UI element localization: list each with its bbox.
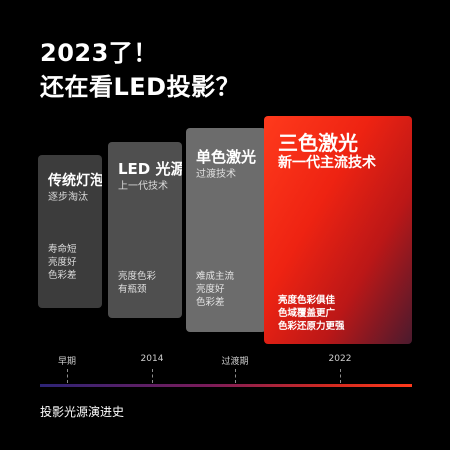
card-features: 寿命短 亮度好 色彩差 <box>48 243 77 282</box>
card-title: LED 光源 <box>118 160 182 178</box>
card-title: 传统灯泡 <box>48 173 102 189</box>
card-traditional-bulb: 传统灯泡 逐步淘汰 寿命短 亮度好 色彩差 <box>38 155 102 308</box>
timeline-label-transition: 过渡期 <box>221 357 249 367</box>
card-single-color-laser: 单色激光 过渡技术 难成主流 亮度好 色彩差 <box>186 128 266 332</box>
card-feature: 亮度色彩俱佳 <box>278 295 336 306</box>
headline-line-2: 还在看LED投影？ <box>40 73 241 101</box>
timeline-tick <box>340 369 341 383</box>
headline-line-1: 2023了！ <box>40 39 158 67</box>
card-subtitle: 上一代技术 <box>118 181 168 192</box>
timeline-bar <box>40 384 412 387</box>
card-features: 难成主流 亮度好 色彩差 <box>196 270 234 309</box>
timeline-label-2022: 2022 <box>328 354 352 364</box>
card-led-light-source: LED 光源 上一代技术 亮度色彩 有瓶颈 <box>108 142 182 318</box>
timeline-tick <box>235 369 236 383</box>
card-feature: 寿命短 <box>48 244 77 255</box>
timeline-tick <box>152 369 153 383</box>
card-feature: 色彩还原力更强 <box>278 321 345 332</box>
card-title: 单色激光 <box>196 148 257 166</box>
card-features: 亮度色彩 有瓶颈 <box>118 270 156 296</box>
timeline-tick <box>67 369 68 383</box>
card-feature: 色彩差 <box>48 270 77 281</box>
timeline-label-2014: 2014 <box>140 354 164 364</box>
card-subtitle: 逐步淘汰 <box>48 192 88 203</box>
card-feature: 亮度好 <box>196 284 225 295</box>
card-feature: 亮度色彩 <box>118 271 157 282</box>
card-feature: 亮度好 <box>48 257 77 268</box>
card-title: 三色激光 <box>278 131 358 155</box>
card-subtitle: 新一代主流技术 <box>278 155 376 171</box>
card-feature: 色彩差 <box>196 297 225 308</box>
card-features: 亮度色彩俱佳 色域覆盖更广 色彩还原力更强 <box>278 294 345 333</box>
caption: 投影光源演进史 <box>40 405 125 419</box>
headline: 2023了！ 还在看LED投影？ <box>40 36 240 104</box>
card-feature: 色域覆盖更广 <box>278 308 336 319</box>
timeline-label-early: 早期 <box>57 357 77 367</box>
card-subtitle: 过渡技术 <box>196 169 236 180</box>
card-feature: 有瓶颈 <box>118 284 147 295</box>
card-feature: 难成主流 <box>196 271 235 282</box>
card-tri-color-laser: 三色激光 新一代主流技术 亮度色彩俱佳 色域覆盖更广 色彩还原力更强 <box>264 116 412 344</box>
